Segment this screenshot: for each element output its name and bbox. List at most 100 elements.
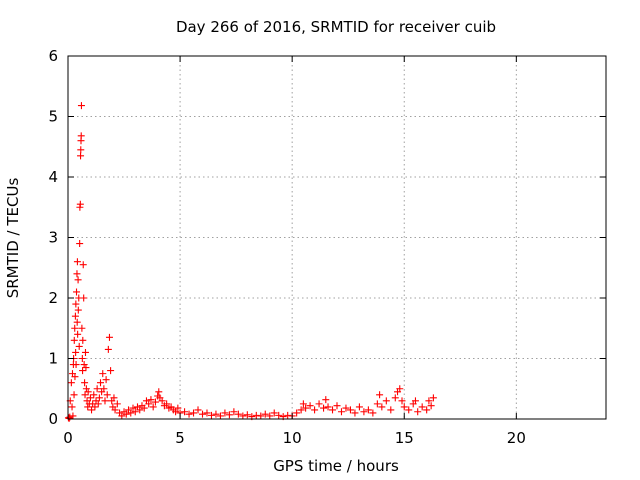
data-point xyxy=(427,402,435,410)
data-point xyxy=(71,373,79,381)
data-point xyxy=(342,404,350,412)
data-point xyxy=(71,312,79,320)
x-tick-label: 0 xyxy=(63,429,73,447)
data-points xyxy=(64,102,437,422)
y-tick-label: 3 xyxy=(48,229,58,247)
y-axis-title: SRMTID / TECUs xyxy=(4,178,22,299)
data-point xyxy=(203,409,211,417)
data-point xyxy=(333,402,341,410)
x-tick-label: 20 xyxy=(507,429,526,447)
data-point xyxy=(411,397,419,405)
data-point xyxy=(181,408,189,416)
data-point xyxy=(149,403,157,411)
data-point xyxy=(75,342,83,350)
data-point xyxy=(261,410,269,418)
data-point xyxy=(77,132,85,140)
data-point xyxy=(364,406,372,414)
data-point xyxy=(396,385,404,393)
data-point xyxy=(102,376,110,384)
data-point xyxy=(122,410,130,418)
data-point xyxy=(145,400,153,408)
data-point xyxy=(67,379,75,387)
data-point xyxy=(107,367,115,375)
data-point xyxy=(95,394,103,402)
data-point xyxy=(297,406,305,414)
data-point xyxy=(293,409,301,417)
y-tick-label: 4 xyxy=(48,168,58,186)
data-point xyxy=(70,391,78,399)
data-point xyxy=(76,240,84,248)
data-point xyxy=(113,400,121,408)
data-point xyxy=(391,394,399,402)
data-point xyxy=(194,406,202,414)
data-point xyxy=(72,348,80,356)
data-point xyxy=(284,411,292,419)
data-point xyxy=(79,261,87,269)
data-point xyxy=(212,410,220,418)
data-point xyxy=(118,412,126,420)
data-point xyxy=(239,412,247,420)
data-point xyxy=(414,408,422,416)
data-point xyxy=(199,410,206,418)
data-point xyxy=(72,300,80,308)
data-point xyxy=(88,406,96,414)
data-point xyxy=(131,408,139,416)
data-point xyxy=(82,385,90,393)
data-point xyxy=(216,412,224,420)
data-point xyxy=(101,397,109,405)
data-point xyxy=(68,403,76,411)
data-point xyxy=(320,404,328,412)
data-point xyxy=(136,406,144,414)
data-point xyxy=(110,394,118,402)
data-point xyxy=(78,355,86,362)
data-point xyxy=(360,408,368,416)
data-point xyxy=(65,414,73,422)
data-point xyxy=(73,258,81,266)
data-point xyxy=(105,333,113,341)
chart-title: Day 266 of 2016, SRMTID for receiver cui… xyxy=(176,18,496,36)
data-point xyxy=(66,413,74,421)
data-point xyxy=(93,385,101,393)
data-point xyxy=(302,404,310,412)
data-point xyxy=(104,345,112,353)
data-point xyxy=(190,409,198,417)
data-point xyxy=(77,146,85,154)
x-tick-label: 5 xyxy=(175,429,185,447)
data-point xyxy=(80,361,88,369)
data-point xyxy=(221,409,229,417)
data-point xyxy=(225,411,233,419)
data-point xyxy=(207,411,215,419)
data-point xyxy=(234,410,242,418)
data-point xyxy=(230,408,238,416)
data-point xyxy=(72,361,80,369)
data-point xyxy=(70,336,78,344)
data-point xyxy=(77,152,85,160)
data-point xyxy=(90,391,98,399)
data-point xyxy=(382,397,390,405)
y-tick-label: 0 xyxy=(48,410,58,428)
data-point xyxy=(140,404,148,412)
data-point xyxy=(155,388,163,396)
data-point xyxy=(103,391,111,399)
data-point xyxy=(311,406,319,414)
axis-ticks xyxy=(67,55,606,420)
tick-labels: 0 5 10 15 20 0 1 2 3 4 5 6 xyxy=(48,47,525,447)
data-point xyxy=(76,200,84,208)
y-tick-label: 5 xyxy=(48,108,58,126)
data-point xyxy=(270,409,278,417)
data-point xyxy=(79,367,87,375)
data-point xyxy=(111,406,119,414)
data-point xyxy=(82,364,90,372)
data-point xyxy=(351,409,359,417)
data-point xyxy=(418,403,426,411)
data-point xyxy=(73,288,81,296)
data-point xyxy=(378,403,386,411)
data-point xyxy=(337,408,345,416)
data-point xyxy=(398,397,406,405)
data-point xyxy=(163,400,171,408)
data-point xyxy=(257,412,265,420)
data-point xyxy=(324,403,332,411)
data-point xyxy=(91,403,99,411)
data-point xyxy=(81,348,89,356)
